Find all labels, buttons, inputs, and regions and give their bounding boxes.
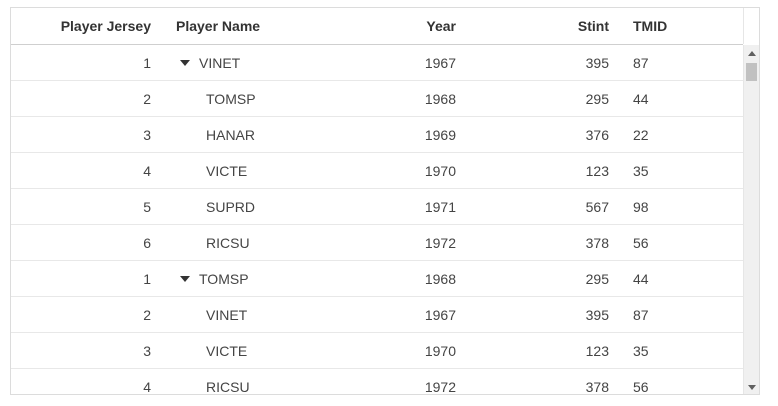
cell-player-jersey: 2 xyxy=(143,307,151,323)
player-name-text: SUPRD xyxy=(206,199,256,215)
player-name-text: HANAR xyxy=(206,127,256,143)
cell-year: 1972 xyxy=(424,379,456,395)
cell-year: 1968 xyxy=(424,271,456,287)
vertical-scrollbar[interactable] xyxy=(743,45,759,394)
column-header-player-name[interactable]: Player Name xyxy=(176,18,261,34)
column-header-year[interactable]: Year xyxy=(426,18,456,34)
column-header-player-jersey[interactable]: Player Jersey xyxy=(60,18,151,34)
table-row-group[interactable]: 1 VINET 1967 395 87 xyxy=(11,45,743,81)
cell-player-jersey: 3 xyxy=(143,127,151,143)
table-row[interactable]: 6 RICSU 1972 378 56 xyxy=(11,225,743,261)
player-name-text: VICTE xyxy=(206,163,248,179)
chevron-down-icon[interactable] xyxy=(180,276,190,283)
scroll-up-button[interactable] xyxy=(744,47,759,61)
cell-player-name: RICSU xyxy=(176,369,376,395)
cell-year: 1971 xyxy=(424,199,456,215)
cell-tmid: 56 xyxy=(633,235,649,251)
tree-grid: Player Jersey Player Name Year Stint TMI… xyxy=(10,7,760,395)
table-row[interactable]: 3 VICTE 1970 123 35 xyxy=(11,333,743,369)
arrow-down-icon xyxy=(748,385,756,390)
column-header-tmid[interactable]: TMID xyxy=(633,18,668,34)
scroll-down-button[interactable] xyxy=(744,380,759,394)
player-name-text: TOMSP xyxy=(199,271,249,287)
cell-player-jersey: 3 xyxy=(143,343,151,359)
cell-stint: 123 xyxy=(585,343,609,359)
table-row[interactable]: 5 SUPRD 1971 567 98 xyxy=(11,189,743,225)
cell-tmid: 56 xyxy=(633,379,649,395)
cell-stint: 395 xyxy=(585,55,609,71)
cell-tmid: 35 xyxy=(633,343,649,359)
cell-stint: 123 xyxy=(585,163,609,179)
cell-player-name: VICTE xyxy=(176,153,376,188)
player-name-text: TOMSP xyxy=(206,91,256,107)
cell-year: 1967 xyxy=(424,307,456,323)
cell-tmid: 35 xyxy=(633,163,649,179)
cell-tmid: 22 xyxy=(633,127,649,143)
cell-stint: 378 xyxy=(585,379,609,395)
cell-player-name: HANAR xyxy=(176,117,376,152)
cell-player-jersey: 4 xyxy=(143,163,151,179)
cell-player-jersey: 6 xyxy=(143,235,151,251)
cell-player-jersey: 5 xyxy=(143,199,151,215)
cell-year: 1968 xyxy=(424,91,456,107)
cell-year: 1970 xyxy=(424,163,456,179)
cell-player-name: VINET xyxy=(176,45,376,80)
cell-tmid: 44 xyxy=(633,91,649,107)
cell-player-jersey: 1 xyxy=(143,55,151,71)
cell-year: 1972 xyxy=(424,235,456,251)
cell-tmid: 98 xyxy=(633,199,649,215)
cell-player-name: TOMSP xyxy=(176,261,376,296)
table-row[interactable]: 2 TOMSP 1968 295 44 xyxy=(11,81,743,117)
player-name-text: VICTE xyxy=(206,343,248,359)
cell-year: 1969 xyxy=(424,127,456,143)
cell-stint: 567 xyxy=(585,199,609,215)
player-name-text: VINET xyxy=(199,55,241,71)
table-row-group[interactable]: 1 TOMSP 1968 295 44 xyxy=(11,261,743,297)
cell-player-name: VINET xyxy=(176,297,376,332)
cell-tmid: 87 xyxy=(633,55,649,71)
arrow-up-icon xyxy=(748,51,756,56)
cell-year: 1967 xyxy=(424,55,456,71)
cell-player-name: RICSU xyxy=(176,225,376,260)
cell-stint: 295 xyxy=(585,91,609,107)
cell-stint: 378 xyxy=(585,235,609,251)
cell-stint: 376 xyxy=(585,127,609,143)
cell-player-name: VICTE xyxy=(176,333,376,368)
grid-header: Player Jersey Player Name Year Stint TMI… xyxy=(11,8,743,45)
cell-stint: 295 xyxy=(585,271,609,287)
table-row[interactable]: 4 VICTE 1970 123 35 xyxy=(11,153,743,189)
cell-tmid: 44 xyxy=(633,271,649,287)
cell-player-name: TOMSP xyxy=(176,81,376,116)
player-name-text: VINET xyxy=(206,307,248,323)
header-scrollbar-corner xyxy=(743,8,759,44)
column-header-stint[interactable]: Stint xyxy=(577,18,609,34)
table-row[interactable]: 3 HANAR 1969 376 22 xyxy=(11,117,743,153)
scrollbar-thumb[interactable] xyxy=(746,63,757,81)
table-row[interactable]: 2 VINET 1967 395 87 xyxy=(11,297,743,333)
player-name-text: RICSU xyxy=(206,235,250,251)
cell-tmid: 87 xyxy=(633,307,649,323)
cell-player-name: SUPRD xyxy=(176,189,376,224)
player-name-text: RICSU xyxy=(206,379,250,395)
cell-player-jersey: 1 xyxy=(143,271,151,287)
chevron-down-icon[interactable] xyxy=(180,60,190,67)
grid-body: 1 VINET 1967 395 87 2 TOMSP 1968 295 44 3 HANAR 1969… xyxy=(11,45,743,395)
cell-year: 1970 xyxy=(424,343,456,359)
table-row[interactable]: 4 RICSU 1972 378 56 xyxy=(11,369,743,395)
cell-stint: 395 xyxy=(585,307,609,323)
cell-player-jersey: 2 xyxy=(143,91,151,107)
cell-player-jersey: 4 xyxy=(143,379,151,395)
